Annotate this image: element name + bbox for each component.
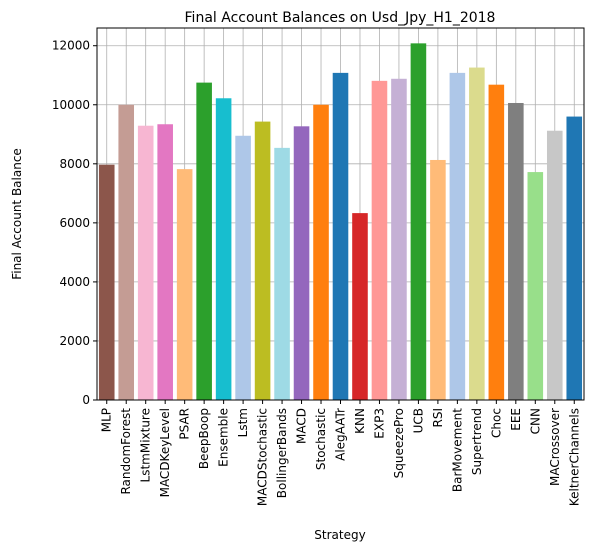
x-tick-label: RandomForest [119,408,133,495]
y-tick-label: 4000 [59,275,90,289]
x-tick-label: KeltnerChannels [567,408,581,506]
x-tick-label: MACDKeyLevel [158,408,172,497]
x-tick-label: BollingerBands [275,408,289,498]
y-tick-label: 6000 [59,216,90,230]
bar-eee [508,102,524,400]
bar-randomforest [118,104,135,400]
bar-ensemble [215,98,232,401]
bar-beepboop [196,82,212,400]
x-tick-label: MACrossover [548,408,562,486]
x-tick-label: MACD [295,408,309,444]
bar-rsi [430,159,446,400]
bar-macdkeylevel [157,124,173,400]
x-tick-label: MACDStochastic [256,408,270,506]
bar-bollingerbands [274,147,290,400]
x-tick-label: PSAR [178,408,192,440]
chart-title: Final Account Balances on Usd_Jpy_H1_201… [185,10,496,26]
bar-alegaatr [332,72,349,400]
x-tick-label: CNN [528,408,542,434]
y-tick-label: 8000 [59,157,90,171]
y-axis: 0 2000 4000 6000 8000 10000 12000 [52,39,97,407]
x-tick-label: Stochastic [314,408,328,470]
x-tick-label: KNN [353,408,367,434]
bar-macdstochastic [254,121,271,400]
y-axis-label: Final Account Balance [10,148,24,280]
x-axis-label: Strategy [314,528,365,542]
x-tick-label: EXP3 [372,408,386,439]
x-tick-label: AlegAATr [334,408,348,461]
bar-mlp [98,164,115,400]
y-tick-label: 10000 [52,98,90,112]
x-tick-label: LstmMixture [139,408,153,482]
y-tick-label: 12000 [52,39,90,53]
bar-macd [293,126,310,401]
y-tick-label: 0 [82,393,90,407]
bar-cnn [527,172,544,400]
x-tick-label: Lstm [236,408,250,437]
x-tick-label: SqueezePro [392,408,406,478]
x-tick-label: Choc [489,408,503,438]
x-tick-label: EEE [509,408,523,431]
x-tick-label: BeepBoop [197,408,211,469]
x-tick-label: RSI [431,408,445,428]
bar-stochastic [313,104,329,400]
bar-exp3 [371,80,388,400]
bar-lstmmixture [137,125,154,400]
x-tick-label: MLP [100,408,114,432]
bar-squeezepro [391,78,407,401]
bar-supertrend [469,67,485,401]
bar-keltnerchannels [566,116,583,401]
bar-ucb [410,43,427,400]
bar-lstm [235,135,251,400]
y-tick-label: 2000 [59,334,90,348]
bars [98,43,583,401]
x-tick-label: Ensemble [217,408,231,467]
x-tick-label: BarMovement [450,408,464,492]
x-tick-label: Supertrend [470,408,484,475]
bar-macrossover [546,130,563,400]
bar-psar [176,169,193,400]
x-tick-label: UCB [411,408,425,433]
bar-barmovement [449,72,466,400]
x-axis: MLP RandomForest LstmMixture MACDKeyLevel PS… [100,400,581,506]
bar-knn [352,213,368,400]
bar-choc [488,84,505,400]
